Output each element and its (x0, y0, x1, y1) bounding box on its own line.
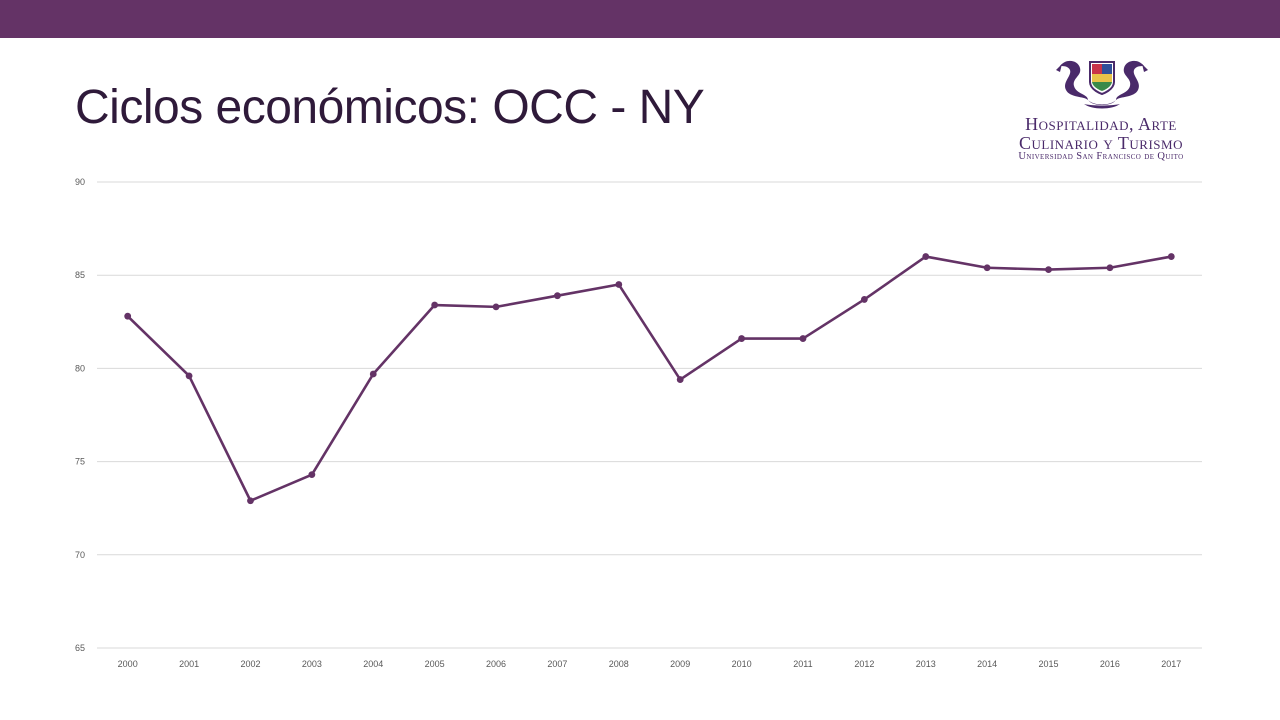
x-tick-label: 2012 (854, 659, 874, 669)
data-point (369, 370, 377, 378)
data-point (922, 253, 930, 260)
y-tick-label: 70 (75, 550, 85, 560)
university-logo: Hospitalidad, Arte Culinario y Turismo U… (990, 56, 1212, 162)
y-tick-label: 85 (75, 270, 85, 280)
data-point (492, 303, 500, 311)
x-tick-label: 2002 (240, 659, 260, 669)
x-tick-label: 2017 (1161, 659, 1181, 669)
x-tick-label: 2008 (609, 659, 629, 669)
data-point (1045, 266, 1052, 274)
data-point (247, 497, 254, 505)
x-tick-label: 2009 (670, 659, 690, 669)
dragon-crest-icon (1056, 60, 1148, 109)
x-tick-label: 2015 (1039, 659, 1059, 669)
data-point (185, 372, 193, 380)
x-tick-label: 2011 (793, 659, 812, 669)
data-point (554, 292, 561, 300)
data-point (860, 296, 868, 303)
top-accent-bar (0, 0, 1280, 38)
x-tick-label: 2003 (302, 659, 322, 669)
logo-text-line-2: Culinario y Turismo (1019, 133, 1183, 153)
data-point (124, 312, 132, 320)
logo-text-line-1: Hospitalidad, Arte (1025, 114, 1177, 134)
data-point (308, 471, 316, 479)
x-tick-label: 2010 (732, 659, 752, 669)
data-point (983, 264, 991, 272)
x-tick-label: 2013 (916, 659, 936, 669)
x-tick-label: 2001 (179, 659, 199, 669)
y-tick-label: 80 (75, 363, 85, 373)
data-point (615, 281, 623, 288)
x-tick-label: 2004 (363, 659, 383, 669)
y-tick-label: 90 (75, 177, 85, 187)
x-tick-label: 2005 (425, 659, 445, 669)
data-point (676, 376, 684, 383)
logo-text-line-3: Universidad San Francisco de Quito (1018, 151, 1184, 162)
slide-title: Ciclos económicos: OCC - NY (75, 81, 705, 134)
x-tick-label: 2006 (486, 659, 506, 669)
data-point (738, 335, 745, 342)
x-tick-label: 2016 (1100, 659, 1120, 669)
data-point (1106, 264, 1114, 272)
data-point (1167, 253, 1175, 260)
y-tick-label: 65 (75, 643, 85, 653)
data-point (799, 335, 807, 342)
series-line (126, 255, 1172, 503)
x-tick-label: 2007 (547, 659, 567, 669)
x-tick-label: 2000 (118, 659, 138, 669)
data-point (431, 301, 439, 309)
y-tick-label: 75 (75, 457, 85, 467)
x-tick-label: 2014 (977, 659, 997, 669)
